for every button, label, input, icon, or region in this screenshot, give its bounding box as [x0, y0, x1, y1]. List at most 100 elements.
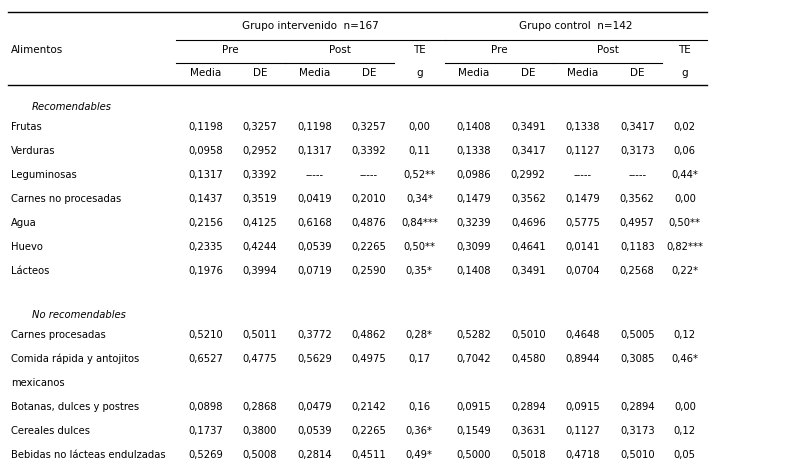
Text: 0,4718: 0,4718 [566, 450, 600, 460]
Text: 0,1737: 0,1737 [188, 426, 223, 436]
Text: 0,5000: 0,5000 [457, 450, 491, 460]
Text: 0,1338: 0,1338 [566, 122, 600, 132]
Text: mexicanos: mexicanos [11, 378, 65, 388]
Text: 0,2894: 0,2894 [620, 402, 654, 412]
Text: DE: DE [252, 68, 268, 78]
Text: 0,16: 0,16 [409, 402, 430, 412]
Text: 0,06: 0,06 [674, 146, 696, 156]
Text: 0,2814: 0,2814 [297, 450, 332, 460]
Text: 0,5282: 0,5282 [457, 330, 491, 340]
Text: 0,00: 0,00 [409, 122, 430, 132]
Text: 0,49*: 0,49* [406, 450, 433, 460]
Text: 0,3239: 0,3239 [457, 218, 491, 228]
Text: Botanas, dulces y postres: Botanas, dulces y postres [11, 402, 139, 412]
Text: -----: ----- [628, 170, 646, 180]
Text: 0,2265: 0,2265 [352, 242, 386, 252]
Text: 0,1127: 0,1127 [566, 146, 600, 156]
Text: Post: Post [597, 45, 619, 56]
Text: 0,46*: 0,46* [671, 354, 698, 364]
Text: DE: DE [361, 68, 376, 78]
Text: 0,6168: 0,6168 [297, 218, 332, 228]
Text: 0,1127: 0,1127 [566, 426, 600, 436]
Text: 0,2156: 0,2156 [188, 218, 223, 228]
Text: 0,5629: 0,5629 [297, 354, 332, 364]
Text: 0,1183: 0,1183 [620, 242, 654, 252]
Text: 0,02: 0,02 [674, 122, 696, 132]
Text: 0,3562: 0,3562 [620, 194, 654, 204]
Text: Media: Media [567, 68, 598, 78]
Text: Agua: Agua [11, 218, 37, 228]
Text: Alimentos: Alimentos [11, 45, 63, 56]
Text: 0,5010: 0,5010 [511, 330, 545, 340]
Text: 0,5775: 0,5775 [566, 218, 600, 228]
Text: 0,52**: 0,52** [403, 170, 436, 180]
Text: 0,0419: 0,0419 [297, 194, 332, 204]
Text: TE: TE [413, 45, 425, 56]
Text: 0,3392: 0,3392 [243, 170, 277, 180]
Text: 0,44*: 0,44* [671, 170, 698, 180]
Text: 0,2868: 0,2868 [243, 402, 277, 412]
Text: 0,3800: 0,3800 [243, 426, 277, 436]
Text: 0,0915: 0,0915 [566, 402, 600, 412]
Text: 0,2265: 0,2265 [352, 426, 386, 436]
Text: 0,3491: 0,3491 [511, 266, 545, 276]
Text: 0,4876: 0,4876 [352, 218, 386, 228]
Text: 0,0704: 0,0704 [566, 266, 600, 276]
Text: 0,1338: 0,1338 [457, 146, 491, 156]
Text: 0,28*: 0,28* [406, 330, 433, 340]
Text: 0,3257: 0,3257 [352, 122, 386, 132]
Text: 0,3099: 0,3099 [457, 242, 491, 252]
Text: 0,3631: 0,3631 [511, 426, 545, 436]
Text: 0,11: 0,11 [409, 146, 430, 156]
Text: Cereales dulces: Cereales dulces [11, 426, 91, 436]
Text: 0,5011: 0,5011 [243, 330, 277, 340]
Text: 0,00: 0,00 [674, 194, 696, 204]
Text: 0,4511: 0,4511 [352, 450, 386, 460]
Text: 0,7042: 0,7042 [457, 354, 491, 364]
Text: 0,6527: 0,6527 [188, 354, 223, 364]
Text: Carnes procesadas: Carnes procesadas [11, 330, 106, 340]
Text: 0,3257: 0,3257 [243, 122, 277, 132]
Text: 0,1408: 0,1408 [457, 266, 491, 276]
Text: 0,0719: 0,0719 [297, 266, 332, 276]
Text: 0,2568: 0,2568 [620, 266, 654, 276]
Text: 0,4696: 0,4696 [511, 218, 545, 228]
Text: Media: Media [299, 68, 330, 78]
Text: 0,1198: 0,1198 [188, 122, 223, 132]
Text: Huevo: Huevo [11, 242, 43, 252]
Text: 0,2010: 0,2010 [352, 194, 386, 204]
Text: 0,2142: 0,2142 [352, 402, 386, 412]
Text: 0,00: 0,00 [674, 402, 696, 412]
Text: Frutas: Frutas [11, 122, 42, 132]
Text: TE: TE [678, 45, 691, 56]
Text: 0,1317: 0,1317 [297, 146, 332, 156]
Text: 0,2992: 0,2992 [511, 170, 545, 180]
Text: Bebidas no lácteas endulzadas: Bebidas no lácteas endulzadas [11, 450, 166, 460]
Text: 0,4641: 0,4641 [511, 242, 545, 252]
Text: 0,5269: 0,5269 [188, 450, 223, 460]
Text: 0,0915: 0,0915 [457, 402, 491, 412]
Text: Pre: Pre [491, 45, 507, 56]
Text: 0,4975: 0,4975 [352, 354, 386, 364]
Text: 0,3173: 0,3173 [620, 426, 654, 436]
Text: -----: ----- [574, 170, 592, 180]
Text: Grupo control  n=142: Grupo control n=142 [519, 21, 633, 31]
Text: 0,1479: 0,1479 [457, 194, 491, 204]
Text: g: g [682, 68, 688, 78]
Text: 0,36*: 0,36* [406, 426, 433, 436]
Text: 0,0141: 0,0141 [566, 242, 600, 252]
Text: 0,1198: 0,1198 [297, 122, 332, 132]
Text: 0,3417: 0,3417 [511, 146, 545, 156]
Text: 0,4648: 0,4648 [566, 330, 600, 340]
Text: 0,3173: 0,3173 [620, 146, 654, 156]
Text: 0,3392: 0,3392 [352, 146, 386, 156]
Text: 0,3085: 0,3085 [620, 354, 654, 364]
Text: 0,0539: 0,0539 [297, 242, 332, 252]
Text: 0,1437: 0,1437 [188, 194, 223, 204]
Text: 0,35*: 0,35* [406, 266, 433, 276]
Text: 0,4775: 0,4775 [243, 354, 277, 364]
Text: DE: DE [630, 68, 645, 78]
Text: Recomendables: Recomendables [32, 102, 112, 112]
Text: Media: Media [190, 68, 221, 78]
Text: 0,3994: 0,3994 [243, 266, 277, 276]
